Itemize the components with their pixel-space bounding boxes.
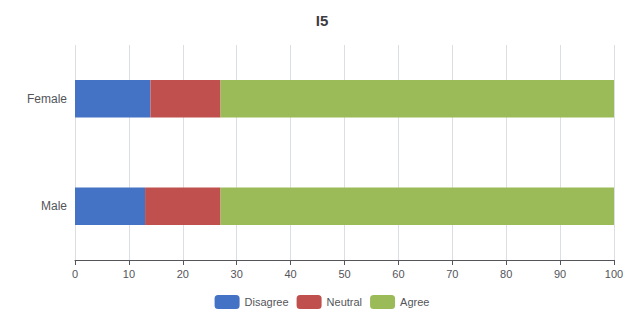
svg-text:40: 40 [284,268,296,280]
svg-text:70: 70 [446,268,458,280]
svg-text:20: 20 [177,268,189,280]
svg-text:Neutral: Neutral [327,296,362,308]
svg-text:100: 100 [605,268,623,280]
svg-text:Male: Male [41,199,67,213]
svg-text:80: 80 [500,268,512,280]
svg-text:90: 90 [554,268,566,280]
svg-text:Agree: Agree [400,296,429,308]
svg-text:60: 60 [392,268,404,280]
svg-text:10: 10 [123,268,135,280]
svg-text:Female: Female [27,92,67,106]
svg-text:I5: I5 [316,12,329,29]
svg-text:0: 0 [72,268,78,280]
svg-text:Disagree: Disagree [245,296,289,308]
svg-text:30: 30 [231,268,243,280]
svg-text:50: 50 [338,268,350,280]
